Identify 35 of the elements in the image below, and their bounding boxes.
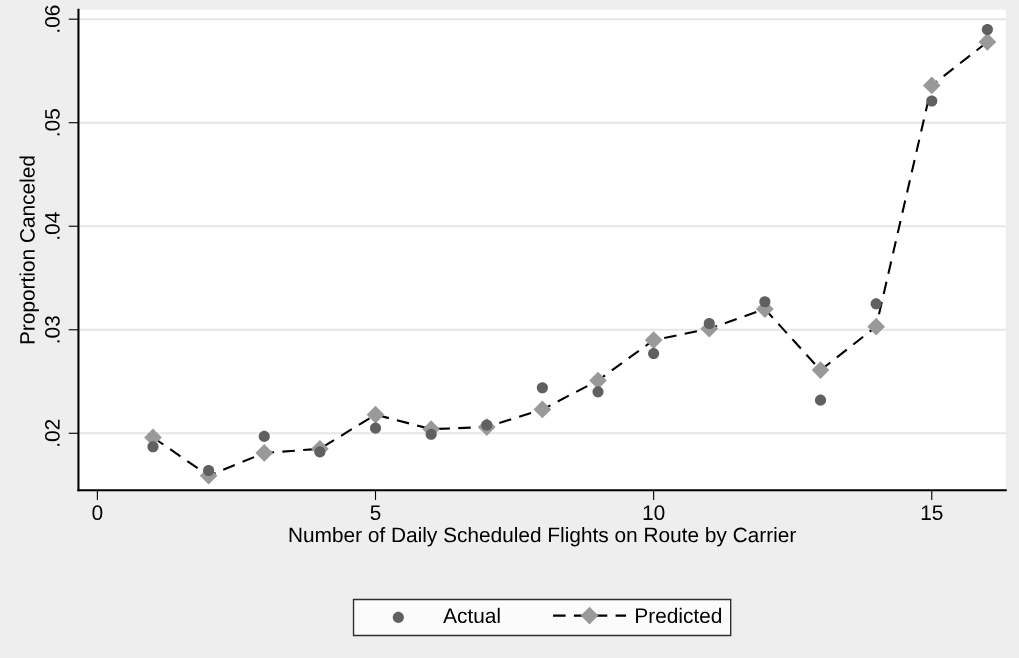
point <box>867 317 885 336</box>
point <box>592 386 604 398</box>
point <box>870 298 882 310</box>
y-tick-label: .05 <box>45 109 60 136</box>
point <box>703 317 715 330</box>
point <box>814 394 827 406</box>
point <box>255 444 274 462</box>
x-tick-label: 0 <box>92 505 103 521</box>
point <box>811 361 830 379</box>
point <box>369 422 382 434</box>
x-tick-label: 10 <box>643 505 665 521</box>
point <box>922 76 941 95</box>
point <box>203 464 215 477</box>
x-tick-label: 15 <box>921 505 943 521</box>
point <box>926 95 938 107</box>
y-axis-title: Proportion Canceled <box>19 156 39 344</box>
y-tick-label: .03 <box>45 316 60 343</box>
point <box>644 331 663 349</box>
point <box>533 400 552 419</box>
y-tick-label: .02 <box>45 419 60 446</box>
legend-label: Predicted <box>636 607 722 624</box>
y-tick-label: .04 <box>45 212 60 239</box>
point <box>759 296 771 308</box>
point <box>425 428 437 440</box>
point <box>981 23 993 36</box>
point <box>147 441 159 453</box>
point <box>648 348 660 360</box>
point <box>978 33 997 51</box>
x-axis-title: Number of Daily Scheduled Flights on Route by Carrier <box>289 526 796 547</box>
point <box>258 430 270 442</box>
x-tick-label: 5 <box>370 505 381 521</box>
y-tick-label: .06 <box>45 5 60 32</box>
point <box>536 382 548 394</box>
legend-label: Actual <box>443 607 500 624</box>
point <box>366 405 385 424</box>
